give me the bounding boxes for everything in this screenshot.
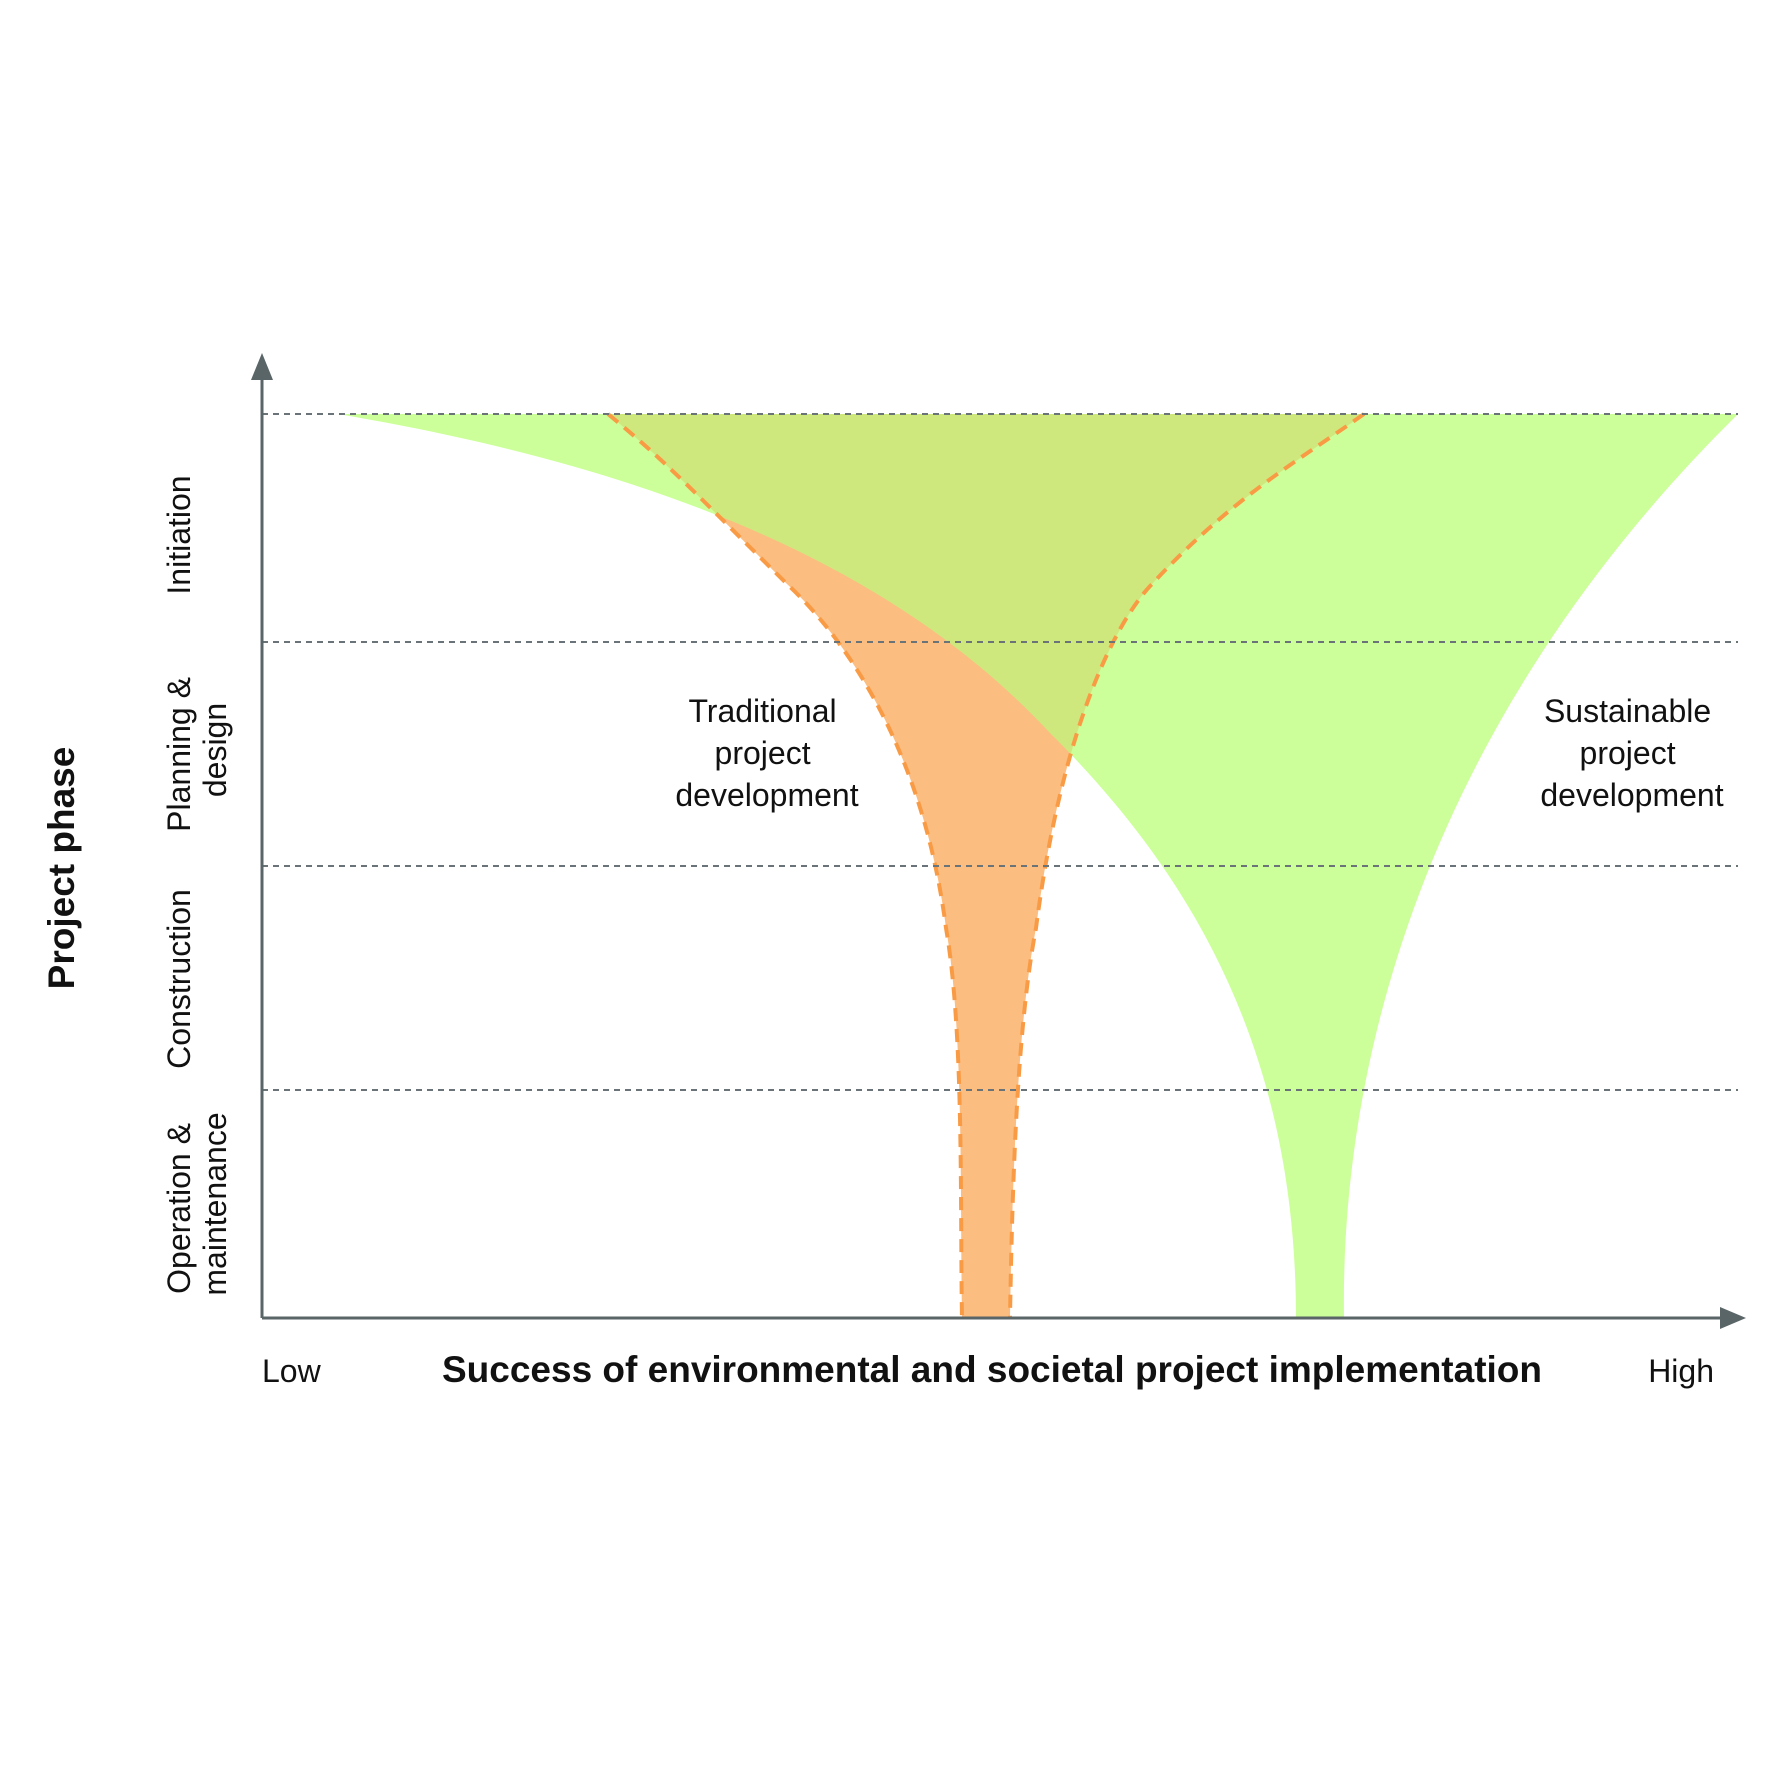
traditional-right-edge: [1008, 412, 1366, 1319]
traditional-left-edge: [606, 412, 964, 1319]
sustainable-funnel-area: [338, 414, 1738, 1318]
x-high-label: High: [1648, 1353, 1714, 1389]
series-label-traditional: Traditional project development: [675, 693, 858, 813]
phase-label-operation-maintenance: Operation & maintenance: [161, 1112, 233, 1295]
phase-label-initiation: Initiation: [161, 475, 197, 594]
y-axis-arrowhead: [251, 353, 273, 380]
series-label-sustainable: Sustainable project development: [1540, 693, 1723, 813]
phase-label-planning-design: Planning & design: [161, 668, 233, 832]
y-axis-title: Project phase: [41, 747, 82, 990]
x-axis-title: Success of environmental and societal pr…: [442, 1349, 1542, 1390]
phase-label-construction: Construction: [161, 889, 197, 1069]
x-axis-arrowhead: [1720, 1307, 1746, 1329]
x-low-label: Low: [262, 1353, 322, 1389]
traditional-funnel-area: [608, 414, 1364, 1318]
